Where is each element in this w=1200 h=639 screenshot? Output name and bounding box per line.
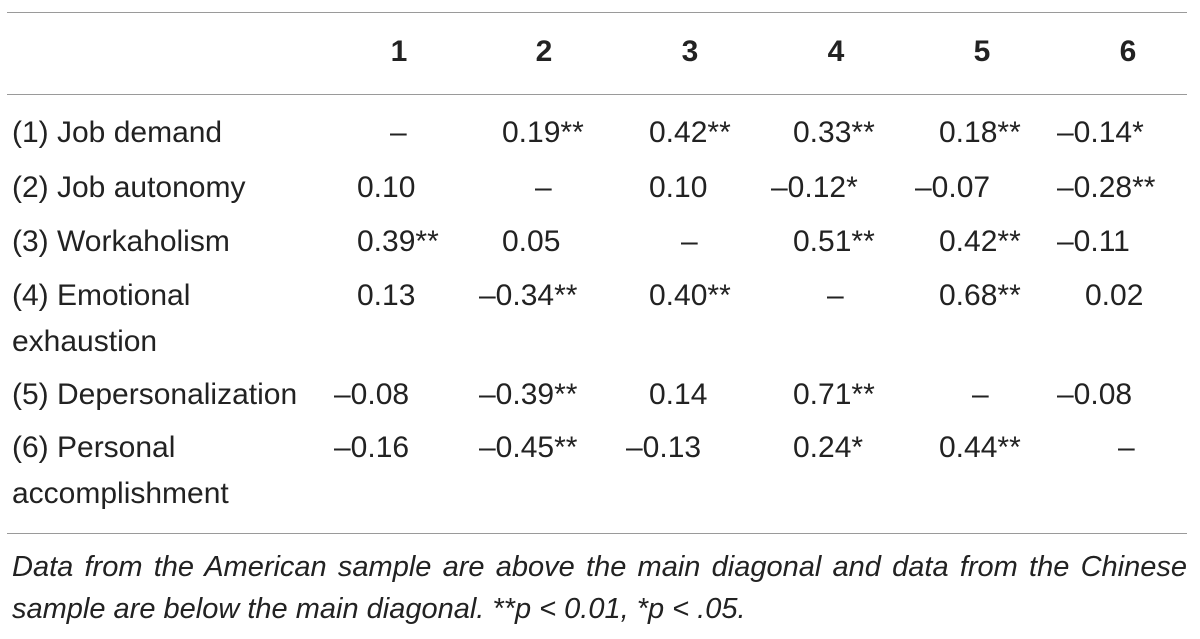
table-cell: –0.16 xyxy=(334,431,410,464)
table-cell: 0.33** xyxy=(793,116,875,149)
table-cell: –0.12* xyxy=(771,171,858,204)
table-cell: 0.68** xyxy=(939,279,1021,312)
table-cell: 0.10 xyxy=(357,171,416,204)
table-cell: 0.10 xyxy=(649,171,708,204)
column-header-5: 5 xyxy=(973,35,991,68)
table-cell: 0.13 xyxy=(357,279,416,312)
row-label-job-demand: (1) Job demand xyxy=(12,110,332,156)
table-cell: 0.05 xyxy=(502,225,561,258)
table-cell: –0.28** xyxy=(1057,171,1156,204)
table-cell: 0.24* xyxy=(793,431,864,464)
row-label-line1: (5) Depersonalization xyxy=(12,378,298,411)
row-label-line1: (1) Job demand xyxy=(12,116,223,149)
table-cell: –0.08 xyxy=(334,378,410,411)
table-cell: –0.13 xyxy=(626,431,702,464)
column-header-3: 3 xyxy=(681,35,699,68)
table-cell: 0.42** xyxy=(939,225,1021,258)
row-label-line1: (2) Job autonomy xyxy=(12,171,246,204)
table-cell: – xyxy=(535,171,552,204)
table-cell: – xyxy=(1118,431,1135,464)
row-label-line2: exhaustion xyxy=(12,325,158,358)
row-label-line1: (6) Personal xyxy=(12,431,176,464)
table-cell: 0.51** xyxy=(793,225,875,258)
table-cell: 0.44** xyxy=(939,431,1021,464)
table-cell: 0.14 xyxy=(649,378,708,411)
table-cell: –0.11 xyxy=(1057,225,1130,258)
table-cell: –0.34** xyxy=(479,279,578,312)
row-label-depersonalization: (5) Depersonalization xyxy=(12,372,332,418)
row-label-emotional-exhaustion: (4) Emotional exhaustion xyxy=(12,273,332,365)
table-cell: – xyxy=(972,378,989,411)
table-cell: – xyxy=(681,225,698,258)
table-cell: 0.40** xyxy=(649,279,731,312)
row-label-line1: (3) Workaholism xyxy=(12,225,230,258)
table-top-rule xyxy=(7,12,1187,13)
row-label-workaholism: (3) Workaholism xyxy=(12,219,332,265)
table-cell: 0.39** xyxy=(357,225,439,258)
table-cell: –0.08 xyxy=(1057,378,1133,411)
table-cell: –0.39** xyxy=(479,378,578,411)
table-cell: – xyxy=(827,279,844,312)
column-header-1: 1 xyxy=(390,35,408,68)
table-cell: –0.07 xyxy=(915,171,991,204)
row-label-job-autonomy: (2) Job autonomy xyxy=(12,165,332,211)
table-cell: 0.71** xyxy=(793,378,875,411)
table-cell: 0.18** xyxy=(939,116,1021,149)
table-cell: 0.19** xyxy=(502,116,584,149)
row-label-line1: (4) Emotional xyxy=(12,279,191,312)
column-header-4: 4 xyxy=(827,35,845,68)
table-cell: –0.45** xyxy=(479,431,578,464)
table-cell: –0.14* xyxy=(1057,116,1144,149)
column-header-6: 6 xyxy=(1119,35,1137,68)
table-cell: 0.02 xyxy=(1085,279,1144,312)
table-footnote: Data from the American sample are above … xyxy=(12,551,1187,625)
table-cell: 0.42** xyxy=(649,116,731,149)
column-header-2: 2 xyxy=(535,35,553,68)
table-bottom-rule xyxy=(7,533,1187,534)
row-label-line2: accomplishment xyxy=(12,477,229,510)
row-label-personal-accomplishment: (6) Personal accomplishment xyxy=(12,425,332,517)
table-cell: – xyxy=(390,116,407,149)
header-rule xyxy=(7,94,1187,95)
